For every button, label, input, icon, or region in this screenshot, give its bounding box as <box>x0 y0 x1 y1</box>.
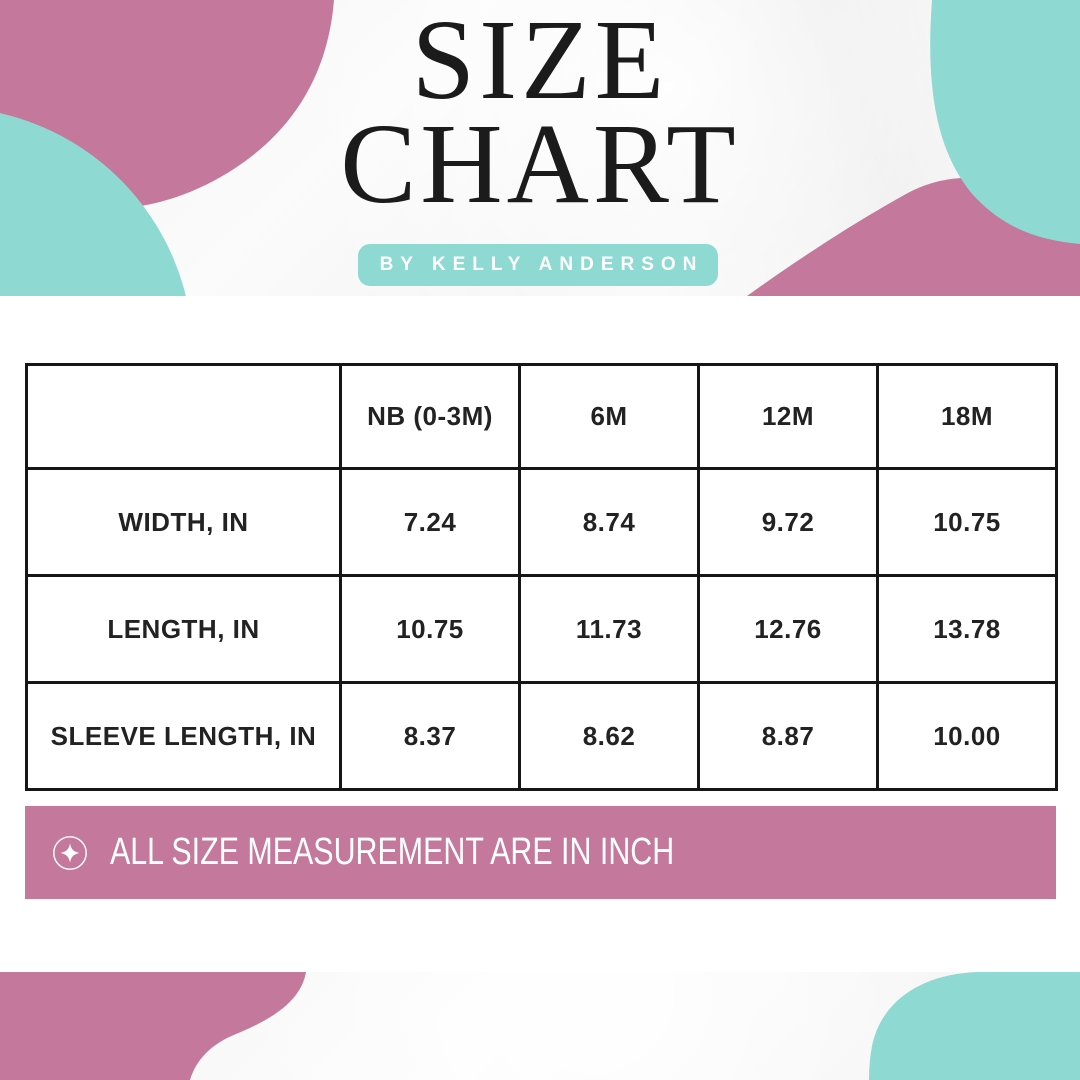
table-corner-cell <box>25 363 342 470</box>
column-header-6m: 6M <box>518 363 700 470</box>
table-row-sleeve-length: SLEEVE LENGTH, IN 8.37 8.62 8.87 10.00 <box>25 681 1058 791</box>
page-title: SIZE CHART <box>0 0 1080 227</box>
size-table: NB (0-3M) 6M 12M 18M WIDTH, IN 7.24 8.74… <box>25 363 1058 791</box>
size-value: 8.87 <box>697 681 879 791</box>
footer-section <box>0 972 1080 1080</box>
size-value: 10.00 <box>876 681 1058 791</box>
sparkle-circle-icon <box>53 835 87 870</box>
row-label: LENGTH, IN <box>25 574 342 684</box>
header-teal-blob-left <box>0 113 186 296</box>
column-header-12m: 12M <box>697 363 879 470</box>
row-label: WIDTH, IN <box>25 467 342 577</box>
size-value: 11.73 <box>518 574 700 684</box>
size-value: 12.76 <box>697 574 879 684</box>
size-value: 7.24 <box>339 467 521 577</box>
size-value: 9.72 <box>697 467 879 577</box>
byline-badge: BY KELLY ANDERSON <box>358 244 718 286</box>
header-teal-blob-right <box>930 0 1080 244</box>
footer-teal-blob-right <box>869 972 1080 1080</box>
size-value: 10.75 <box>876 467 1058 577</box>
size-value: 13.78 <box>876 574 1058 684</box>
size-value: 8.74 <box>518 467 700 577</box>
header-decor <box>0 0 1080 296</box>
size-value: 10.75 <box>339 574 521 684</box>
header-section: SIZE CHART BY KELLY ANDERSON <box>0 0 1080 296</box>
footer-pink-blob-left <box>0 972 306 1080</box>
row-label: SLEEVE LENGTH, IN <box>25 681 342 791</box>
title-line-1: SIZE <box>411 0 669 123</box>
table-header-row: NB (0-3M) 6M 12M 18M <box>25 363 1058 470</box>
column-header-nb: NB (0-3M) <box>339 363 521 470</box>
title-line-2: CHART <box>340 100 740 227</box>
table-row-width: WIDTH, IN 7.24 8.74 9.72 10.75 <box>25 467 1058 577</box>
note-banner: ALL SIZE MEASUREMENT ARE IN INCH <box>25 806 1056 899</box>
table-row-length: LENGTH, IN 10.75 11.73 12.76 13.78 <box>25 574 1058 684</box>
size-value: 8.37 <box>339 681 521 791</box>
footer-decor <box>0 972 1080 1080</box>
size-value: 8.62 <box>518 681 700 791</box>
column-header-18m: 18M <box>876 363 1058 470</box>
note-text: ALL SIZE MEASUREMENT ARE IN INCH <box>110 831 675 873</box>
